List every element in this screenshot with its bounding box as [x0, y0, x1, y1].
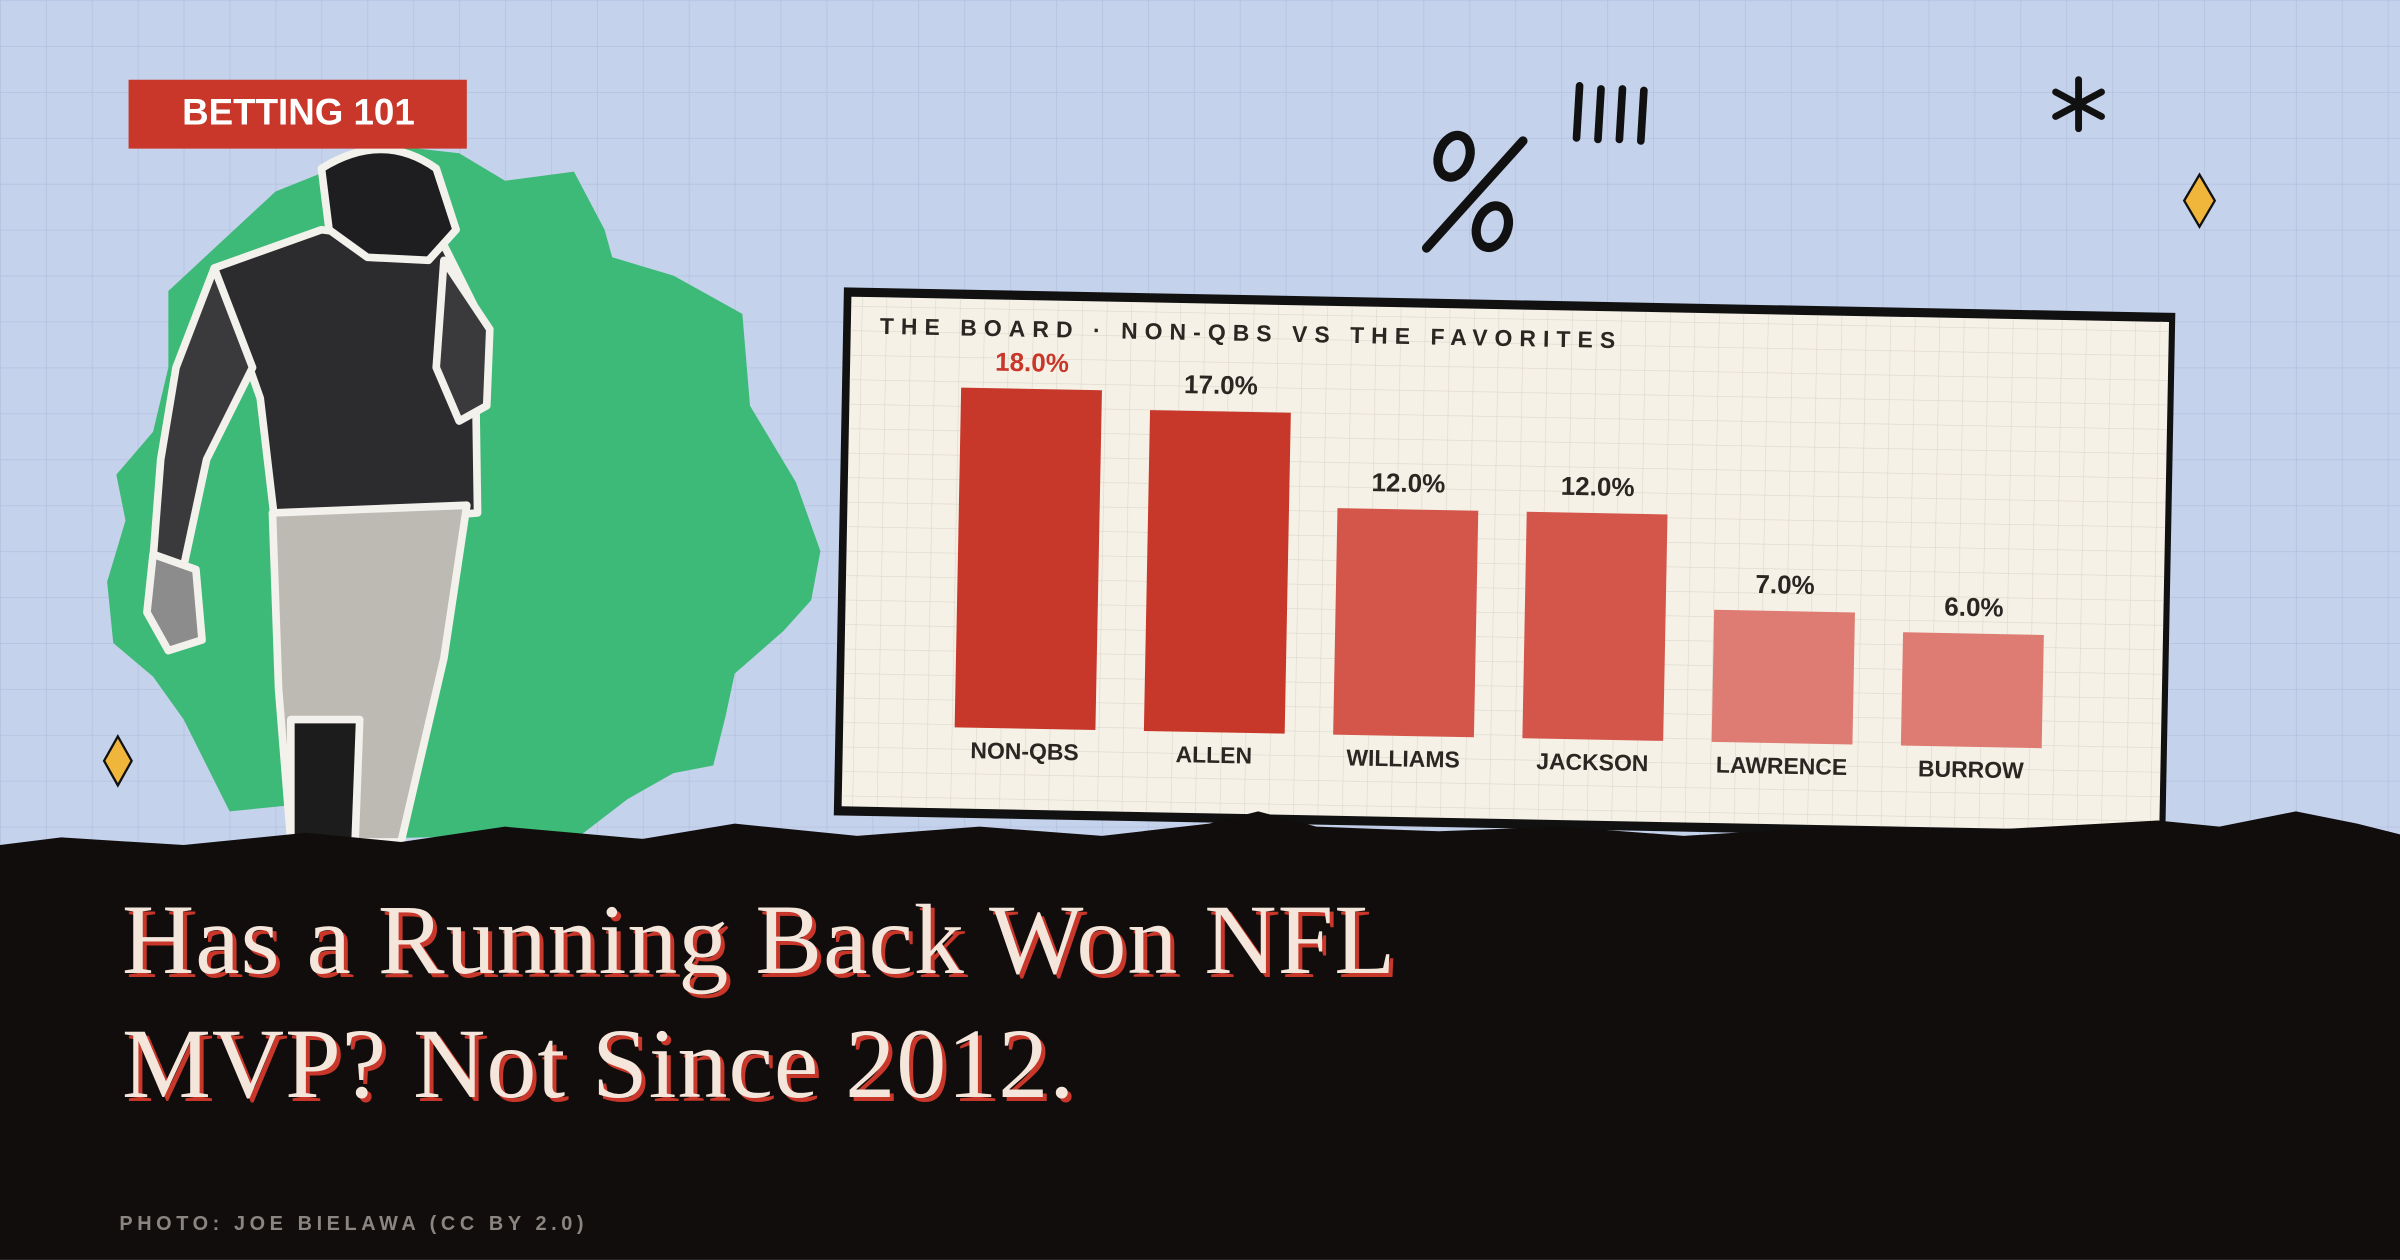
- asterisk-doodle: [2052, 76, 2105, 133]
- diamond: [2182, 172, 2217, 229]
- value-label: 17.0%: [1184, 369, 1258, 400]
- bar: [1900, 632, 2044, 749]
- tag: BETTING 101: [182, 92, 415, 133]
- bar: [1711, 609, 1855, 745]
- category-label: WILLIAMS: [1346, 744, 1460, 772]
- category-label: BURROW: [1918, 755, 2025, 783]
- value-label: 12.0%: [1371, 467, 1445, 498]
- photo-credit: PHOTO: JOE BIELAWA (CC BY 2.0): [119, 1213, 588, 1235]
- percent-doodle: [1421, 130, 1528, 253]
- bar: [1333, 508, 1479, 738]
- chart-panel: THE BOARD · NON-QBS VS THE FAVORITES 18.…: [833, 287, 2176, 841]
- torn-edge: [0, 811, 2400, 1260]
- category-label: JACKSON: [1536, 748, 1649, 776]
- category-label: ALLEN: [1175, 741, 1252, 768]
- value-label: 12.0%: [1560, 471, 1634, 502]
- value-label: 6.0%: [1944, 591, 2004, 622]
- tag-box: [128, 79, 467, 149]
- headline: Has a Running Back Won NFL MVP? Not Sinc…: [122, 884, 1393, 1119]
- category-label: NON-QBS: [970, 737, 1079, 765]
- bar: [1143, 410, 1291, 734]
- bar: [1522, 511, 1668, 741]
- value-label: 7.0%: [1755, 569, 1815, 600]
- value-label: 18.0%: [995, 347, 1069, 378]
- tally-doodle: [1572, 82, 1648, 145]
- category-label: LAWRENCE: [1716, 751, 1848, 780]
- player-photo: [143, 145, 494, 846]
- diamond: [102, 734, 133, 788]
- bar: [954, 387, 1102, 731]
